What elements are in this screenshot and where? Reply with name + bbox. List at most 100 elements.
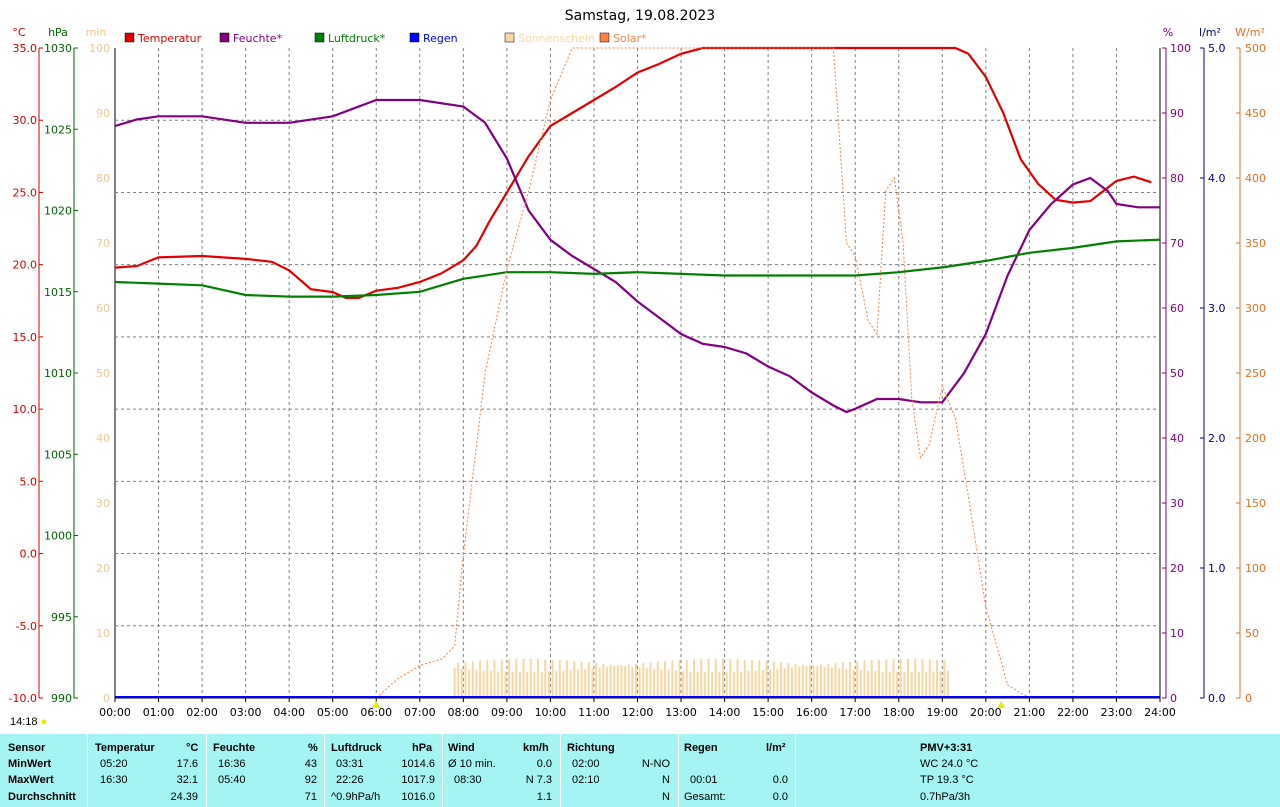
sunshine-bar — [508, 659, 511, 698]
stats-max-hum-time: 05:40 — [218, 774, 246, 786]
y-tick-label: 0.0 — [1208, 692, 1226, 705]
sunshine-bar — [671, 660, 674, 698]
y-tick-label: 150 — [1245, 497, 1266, 510]
sunshine-bar — [921, 659, 924, 698]
sunshine-bar — [783, 668, 786, 698]
sunshine-bar — [587, 662, 590, 698]
sunshine-bar — [736, 659, 739, 698]
y-tick-label: 100 — [1245, 562, 1266, 575]
sunshine-bar — [754, 670, 757, 698]
x-tick-label: 12:00 — [622, 706, 654, 719]
y-tick-label: 25.0 — [13, 186, 38, 199]
y-tick-label: 3.0 — [1208, 302, 1226, 315]
sunshine-bar — [464, 661, 467, 698]
sunshine-bar — [700, 659, 703, 698]
sunshine-bar — [576, 669, 579, 698]
sunshine-bar — [678, 660, 681, 698]
x-tick-label: 10:00 — [535, 706, 567, 719]
stats-min-press-time: 03:31 — [336, 758, 364, 770]
sunshine-bar — [729, 659, 732, 698]
sunshine-bar — [493, 659, 496, 698]
x-tick-label: 14:00 — [709, 706, 741, 719]
sunshine-bar — [932, 671, 935, 698]
stats-header-temp-unit: °C — [186, 742, 199, 754]
x-tick-label: 04:00 — [273, 706, 305, 719]
sunshine-bar — [631, 666, 634, 698]
y-tick-label: 1025 — [44, 123, 72, 136]
y-tick-label: 100 — [1170, 42, 1191, 55]
sunset-marker-icon — [997, 701, 1006, 708]
y-tick-label: 40 — [1170, 432, 1184, 445]
stats-avg-press-val: 1016.0 — [401, 791, 435, 803]
stats-max-temp-val: 32.1 — [176, 774, 198, 786]
stats-avg-temp-val: 24.39 — [170, 791, 198, 803]
stats-header-dir: Richtung — [567, 742, 615, 754]
stats-avg-press-trend: ^0.9hPa/h — [331, 791, 381, 803]
sunshine-bar — [529, 659, 532, 698]
y-tick-label: 995 — [51, 611, 72, 624]
sunshine-bar — [682, 671, 685, 698]
legend-swatch — [504, 32, 515, 43]
legend-swatch — [409, 32, 420, 43]
stats-min-dir-val: N-NO — [641, 758, 670, 770]
sunshine-bar — [696, 671, 699, 698]
sunshine-bar — [838, 668, 841, 698]
y-tick-label: 90 — [1170, 107, 1184, 120]
chart-legend: Temperatur Feuchte* Luftdruck* Regen Sonnens… — [124, 32, 647, 45]
x-tick-label: 05:00 — [317, 706, 349, 719]
sunshine-bar — [816, 666, 819, 698]
sunshine-bar — [693, 659, 696, 698]
sunshine-bar — [471, 661, 474, 698]
y-tick-label: 70 — [1170, 237, 1184, 250]
y-tick-label: 30.0 — [13, 114, 38, 127]
x-tick-label: 15:00 — [752, 706, 784, 719]
x-tick-label: 13:00 — [665, 706, 697, 719]
series-line-temperatur — [114, 46, 1152, 299]
legend-label: Feuchte* — [233, 32, 283, 45]
y-tick-label: 400 — [1245, 172, 1266, 185]
sunshine-bar — [805, 666, 808, 698]
sunshine-bar — [515, 659, 518, 698]
x-tick-label: 02:00 — [186, 706, 218, 719]
sunshine-bar — [877, 659, 880, 698]
sunshine-bar — [772, 661, 775, 698]
grid — [114, 48, 1161, 699]
x-tick-label: 24:00 — [1144, 706, 1176, 719]
y-tick-label: 5.0 — [20, 475, 38, 488]
sunshine-bar — [870, 660, 873, 698]
sunshine-bar — [468, 669, 471, 698]
y-tick-label: 50 — [96, 367, 110, 380]
legend-label: Sonnenschein — [518, 32, 595, 45]
sunshine-bar — [540, 671, 543, 698]
sunshine-bar — [609, 664, 612, 698]
x-tick-label: 19:00 — [926, 706, 958, 719]
series-line-luftdruck — [114, 238, 1161, 298]
stats-header-wind: Wind — [448, 742, 475, 754]
stats-header-temp: Temperatur — [95, 742, 155, 754]
sunshine-bar — [914, 659, 917, 698]
sunshine-bar — [653, 668, 656, 698]
y-tick-label: 10.0 — [13, 403, 38, 416]
x-tick-label: 20:00 — [970, 706, 1002, 719]
stats-header-pmv: PMV+3:31 — [920, 742, 973, 754]
stats-max-temp-time: 16:30 — [100, 774, 128, 786]
stats-avg-label: Durchschnitt — [8, 791, 76, 803]
sunshine-bar — [497, 671, 500, 698]
stats-header-rain: Regen — [684, 742, 718, 754]
stats-header-rain-unit: l/m² — [766, 742, 786, 754]
stats-header-wind-unit: km/h — [523, 742, 549, 754]
stats-header-sensor: Sensor — [8, 742, 46, 754]
x-tick-label: 00:00 — [99, 706, 131, 719]
stats-tp: TP 19.3 °C — [920, 774, 974, 786]
sunshine-bar — [780, 662, 783, 698]
stats-min-wind-label: Ø 10 min. — [448, 758, 496, 770]
y-tick-label: 20 — [1170, 562, 1184, 575]
sunshine-bar — [602, 663, 605, 698]
sunshine-bar — [667, 670, 670, 698]
sunshine-bar — [504, 671, 507, 698]
sunshine-bar — [475, 670, 478, 698]
sunshine-bar — [787, 663, 790, 698]
y-tick-label: 300 — [1245, 302, 1266, 315]
y-tick-label: 60 — [1170, 302, 1184, 315]
chart-title: Samstag, 19.08.2023 — [565, 8, 715, 24]
